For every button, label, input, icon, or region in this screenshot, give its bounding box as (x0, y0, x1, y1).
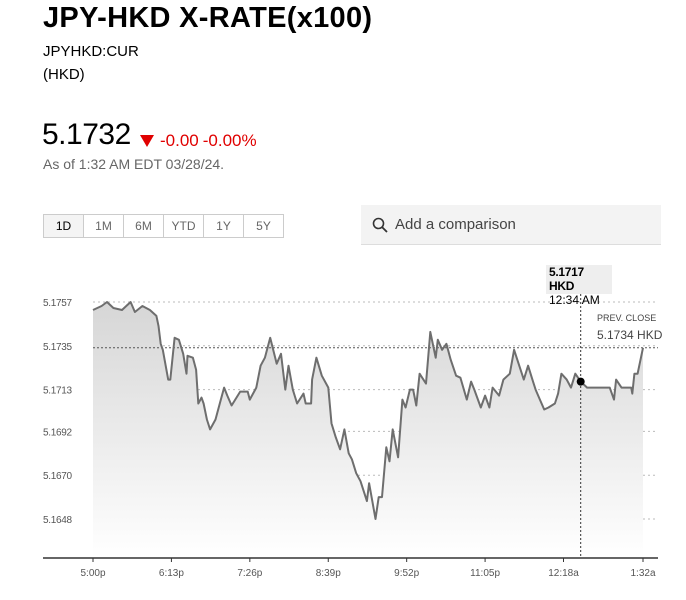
tooltip-time: 12:34 AM (549, 293, 600, 307)
x-tick-label: 9:52p (394, 568, 419, 579)
x-tick-label: 5:00p (80, 568, 105, 579)
currency-label: (HKD) (43, 66, 85, 83)
comparison-placeholder: Add a comparison (395, 216, 516, 233)
range-1y-button[interactable]: 1Y (204, 215, 244, 237)
change-value: -0.00 (160, 131, 199, 150)
range-1m-button[interactable]: 1M (84, 215, 124, 237)
x-tick-label: 7:26p (237, 568, 262, 579)
price-change: -0.00 -0.00% (140, 131, 257, 151)
hover-point (576, 377, 585, 386)
x-tick-label: 1:32a (630, 568, 655, 579)
search-icon (372, 217, 388, 233)
ticker-symbol: JPYHKD:CUR (43, 43, 139, 60)
prev-close-value: 5.1734 HKD (597, 328, 663, 342)
prev-close-label: PREV. CLOSE (597, 313, 657, 323)
range-1d-button[interactable]: 1D (44, 215, 84, 237)
y-tick-label: 5.1670 (43, 471, 73, 482)
change-percent: -0.00% (202, 131, 257, 150)
y-tick-label: 5.1648 (43, 515, 73, 526)
y-tick-label: 5.1713 (43, 386, 73, 397)
price-line (92, 301, 644, 520)
page-title: JPY-HKD X-RATE(x100) (43, 2, 373, 34)
tooltip-value: 5.1717 HKD (549, 265, 584, 293)
price-area-fill (93, 302, 643, 558)
down-arrow-icon (140, 135, 154, 147)
x-tick-label: 8:39p (316, 568, 341, 579)
y-tick-label: 5.1692 (43, 427, 73, 438)
x-tick-label: 12:18a (548, 568, 579, 579)
range-ytd-button[interactable]: YTD (164, 215, 204, 237)
x-tick-label: 6:13p (159, 568, 184, 579)
range-6m-button[interactable]: 6M (124, 215, 164, 237)
range-selector: 1D 1M 6M YTD 1Y 5Y (43, 214, 284, 238)
hover-tooltip: 5.1717 HKD 12:34 AM (546, 265, 612, 307)
x-tick-label: 11:05p (470, 568, 500, 579)
range-5y-button[interactable]: 5Y (244, 215, 283, 237)
as-of-timestamp: As of 1:32 AM EDT 03/28/24. (43, 156, 225, 172)
comparison-search[interactable]: Add a comparison (361, 205, 661, 245)
y-tick-label: 5.1757 (43, 298, 73, 309)
y-tick-label: 5.1735 (43, 342, 73, 353)
current-price: 5.1732 (42, 118, 131, 151)
